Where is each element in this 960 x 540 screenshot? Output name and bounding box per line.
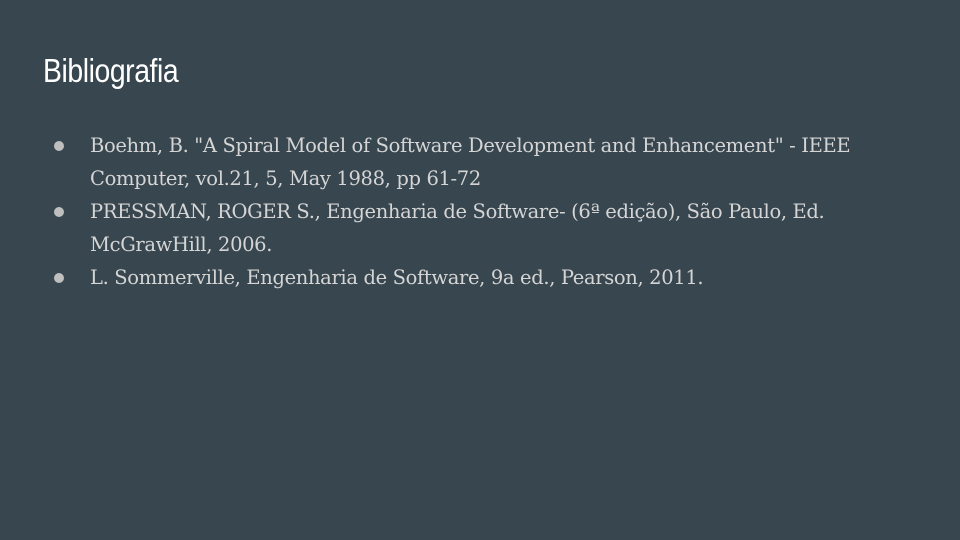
slide-title: Bibliografia	[43, 52, 179, 89]
bullet-dot-icon	[54, 141, 64, 151]
bibliography-list: Boehm, B. "A Spiral Model of Software De…	[52, 129, 912, 294]
bibliography-text: Boehm, B. "A Spiral Model of Software De…	[90, 134, 851, 190]
bullet-dot-icon	[54, 207, 64, 217]
bibliography-text: L. Sommerville, Engenharia de Software, …	[90, 266, 704, 289]
bibliography-item: PRESSMAN, ROGER S., Engenharia de Softwa…	[52, 195, 912, 261]
bibliography-item: Boehm, B. "A Spiral Model of Software De…	[52, 129, 912, 195]
bibliography-text: PRESSMAN, ROGER S., Engenharia de Softwa…	[90, 200, 825, 256]
bibliography-item: L. Sommerville, Engenharia de Software, …	[52, 261, 912, 294]
bullet-dot-icon	[54, 273, 64, 283]
